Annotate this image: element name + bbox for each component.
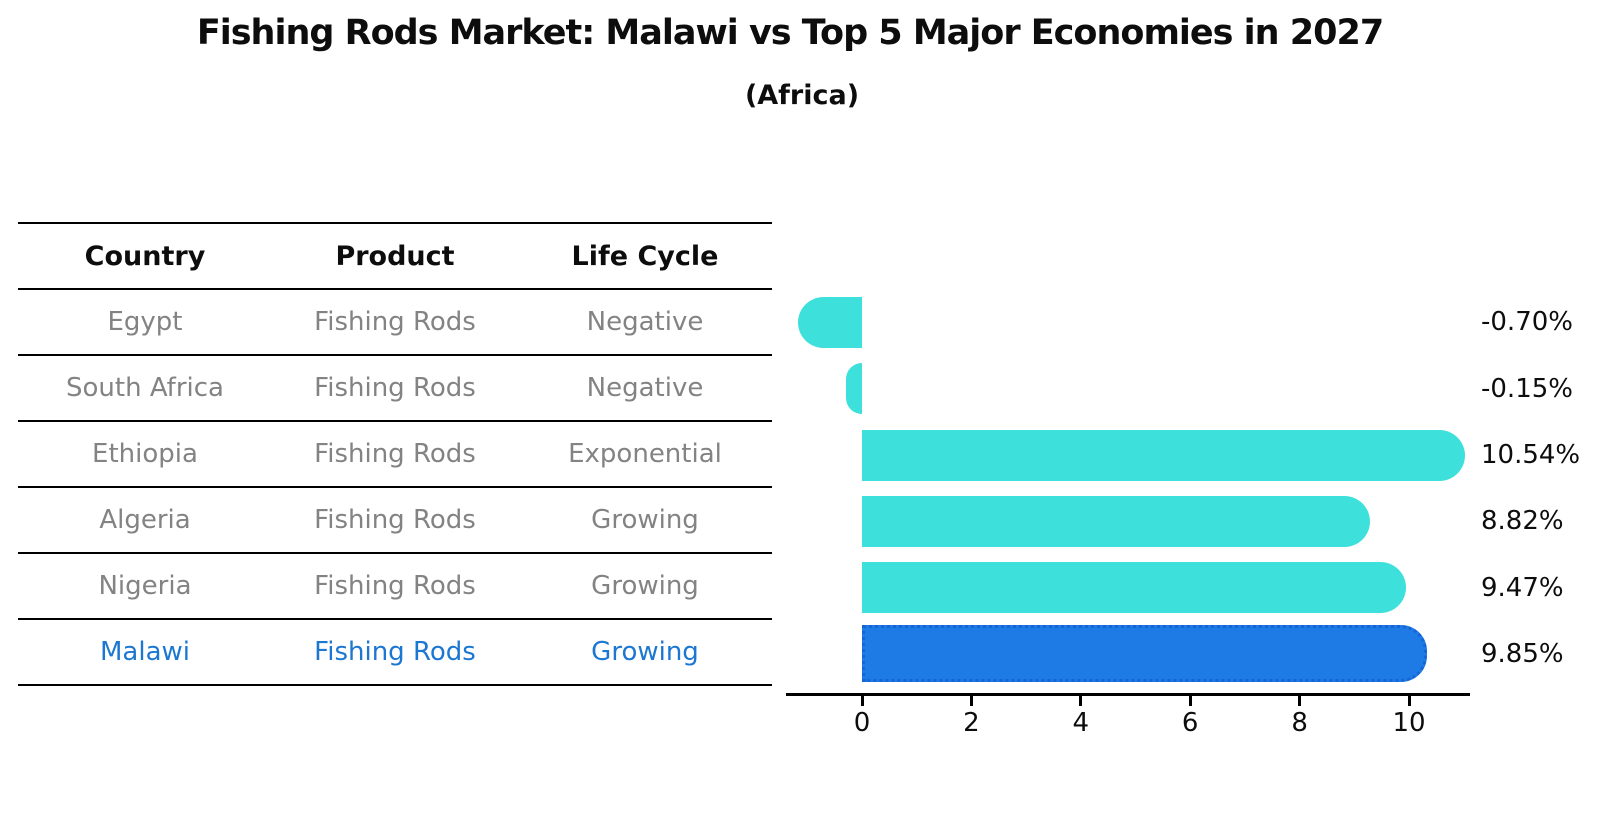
- country-table: Country Product Life Cycle Egypt Fishing …: [18, 222, 772, 686]
- chart-title: Fishing Rods Market: Malawi vs Top 5 Maj…: [196, 13, 1384, 53]
- x-axis-tick: [1079, 696, 1083, 706]
- table-cell-product: Fishing Rods: [314, 505, 476, 535]
- table-row-malawi-highlighted: Malawi Fishing Rods Growing: [18, 618, 772, 684]
- table-row-algeria: Algeria Fishing Rods Growing: [18, 486, 772, 552]
- bar-value-label-nigeria: 9.47%: [1481, 572, 1564, 603]
- chart-subtitle: (Africa): [744, 80, 860, 111]
- bar-malawi-highlighted: [862, 625, 1427, 683]
- x-axis-tick: [860, 696, 864, 706]
- table-cell-product: Fishing Rods: [314, 307, 476, 337]
- table-cell-product: Fishing Rods: [314, 373, 476, 403]
- bar-ethiopia: [862, 429, 1465, 481]
- bar-value-label-south-africa: -0.15%: [1481, 373, 1573, 404]
- table-cell-country: Ethiopia: [92, 439, 198, 469]
- table-header-row: Country Product Life Cycle: [18, 222, 772, 288]
- x-axis-tick-label: 4: [1072, 708, 1090, 738]
- x-axis-tick: [1188, 696, 1192, 706]
- bar-south-africa: [845, 363, 862, 415]
- table-cell-product: Fishing Rods: [314, 637, 476, 667]
- x-axis-tick-label: 2: [963, 708, 980, 738]
- x-axis-tick-label: 10: [1392, 708, 1426, 738]
- table-cell-country: Egypt: [107, 307, 183, 337]
- x-axis-tick: [1407, 696, 1411, 706]
- bar-value-label-ethiopia: 10.54%: [1481, 440, 1581, 470]
- table-row-south-africa: South Africa Fishing Rods Negative: [18, 354, 772, 420]
- table-cell-life-cycle: Negative: [586, 307, 704, 337]
- table-cell-life-cycle: Growing: [591, 571, 699, 601]
- table-cell-life-cycle: Exponential: [568, 439, 722, 469]
- x-axis-tick-label: 8: [1291, 708, 1308, 738]
- bar-value-label-egypt: -0.70%: [1481, 307, 1573, 338]
- table-cell-life-cycle: Growing: [591, 505, 699, 535]
- table-header-product: Product: [335, 240, 455, 272]
- bar-value-label-malawi: 9.85%: [1481, 638, 1564, 669]
- bar-nigeria: [862, 562, 1406, 614]
- table-cell-life-cycle: Growing: [591, 637, 699, 667]
- bar-egypt: [797, 296, 862, 348]
- x-axis-line: [786, 693, 1470, 696]
- table-row-egypt: Egypt Fishing Rods Negative: [18, 288, 772, 354]
- x-axis-tick-label: 6: [1181, 708, 1199, 738]
- table-row-ethiopia: Ethiopia Fishing Rods Exponential: [18, 420, 772, 486]
- table-cell-country: South Africa: [66, 373, 224, 403]
- bar-algeria: [862, 495, 1371, 547]
- table-row-nigeria: Nigeria Fishing Rods Growing: [18, 552, 772, 618]
- bar-value-label-algeria: 8.82%: [1481, 506, 1564, 537]
- table-header-country: Country: [84, 240, 206, 272]
- table-cell-product: Fishing Rods: [314, 439, 476, 469]
- x-axis-tick: [1298, 696, 1302, 706]
- table-cell-life-cycle: Negative: [586, 373, 704, 403]
- table-cell-country: Algeria: [99, 505, 191, 535]
- table-header-life-cycle: Life Cycle: [571, 240, 719, 272]
- table-cell-product: Fishing Rods: [314, 571, 476, 601]
- x-axis-tick: [969, 696, 973, 706]
- table-cell-country: Nigeria: [98, 571, 192, 601]
- table-cell-country: Malawi: [99, 637, 190, 667]
- x-axis-tick-label: 0: [853, 708, 871, 738]
